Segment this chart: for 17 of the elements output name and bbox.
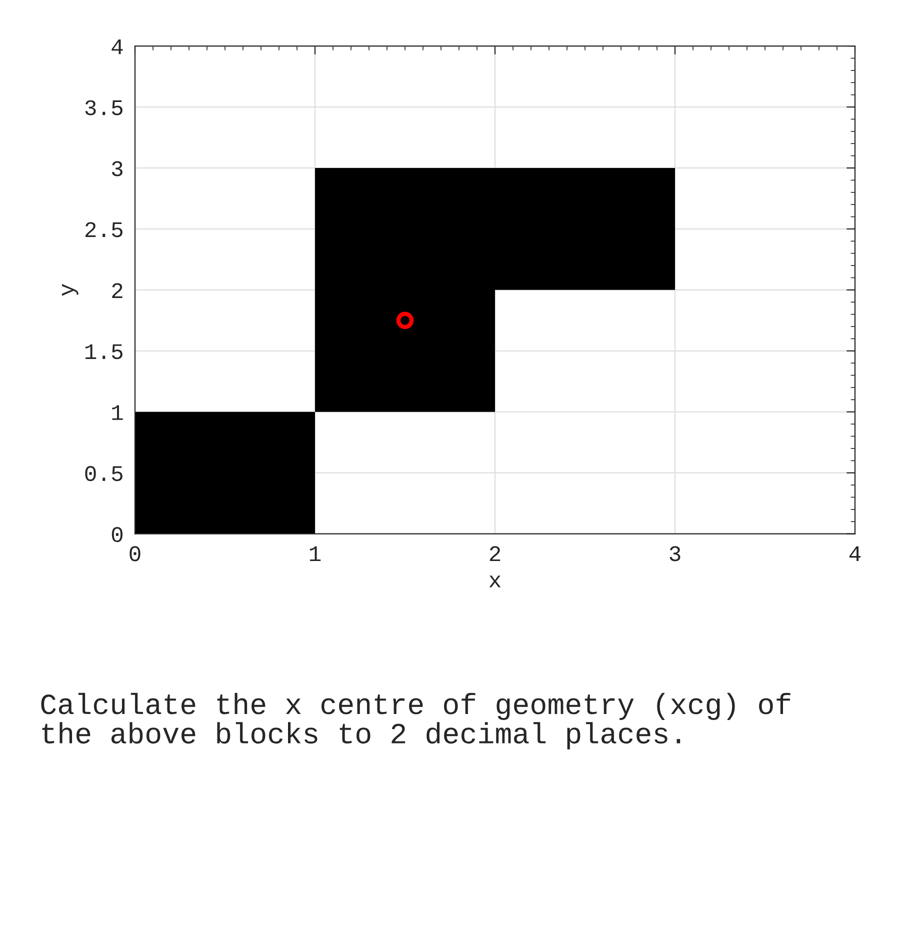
y-tick-label: 1.5 [85, 344, 122, 360]
x-axis-title: x [489, 576, 501, 588]
y-tick-label: 3 [112, 161, 122, 176]
y-tick-label: 3.5 [85, 100, 122, 116]
y-tick-label: 4 [112, 39, 123, 54]
x-tick-label: 3 [670, 546, 680, 562]
y-tick-label: 2 [112, 283, 122, 298]
x-tick-label: 2 [490, 546, 500, 562]
y-tick-label: 0.5 [85, 466, 122, 482]
y-tick-label: 0 [112, 527, 123, 542]
y-axis-title: y [62, 284, 78, 296]
x-tick-label: 1 [310, 546, 321, 562]
text: Calculate the x centre of geometry (xcg) of the above blocks to 2 decimal places. [41, 692, 790, 750]
y-tick-label: 1 [112, 405, 123, 420]
y-tick-label: 2.5 [85, 222, 122, 238]
x-tick-label: 4 [849, 546, 861, 562]
x-tick-label: 0 [130, 546, 140, 562]
